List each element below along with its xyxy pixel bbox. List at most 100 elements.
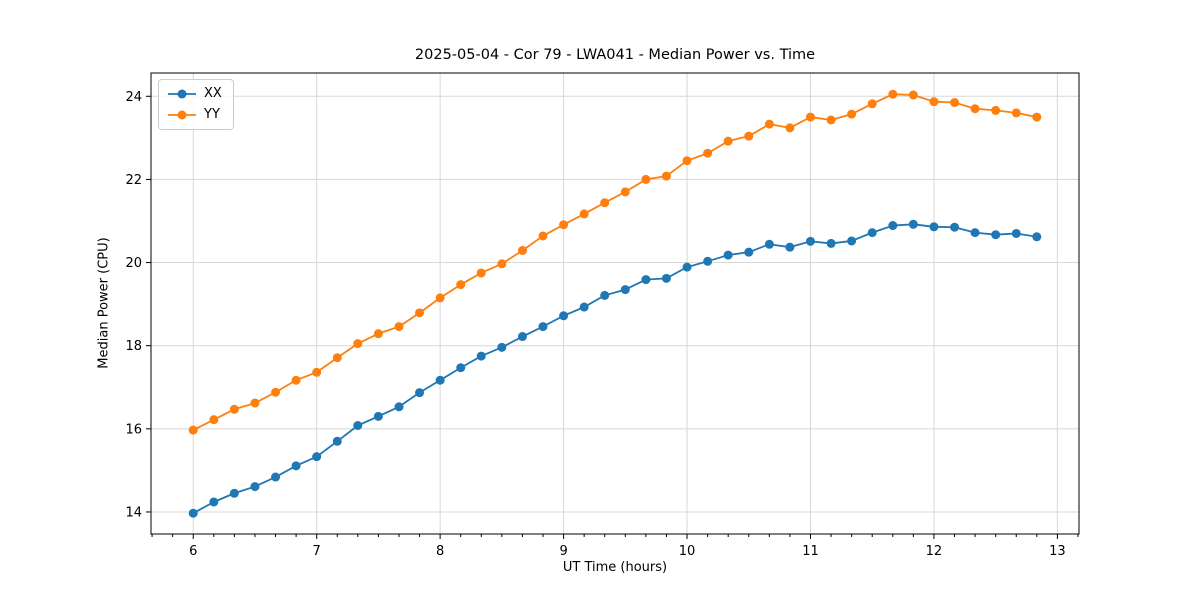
legend-item-yy: YY (167, 106, 222, 124)
data-point (229, 404, 239, 414)
legend: XX YY (158, 79, 234, 130)
data-point (805, 112, 815, 122)
data-point (517, 332, 527, 342)
data-point (312, 367, 322, 377)
data-point (723, 250, 733, 260)
data-point (908, 219, 918, 229)
data-point (620, 285, 630, 295)
data-point (476, 351, 486, 361)
data-point (435, 293, 445, 303)
y-tick-label: 18 (125, 339, 142, 354)
data-point (991, 230, 1001, 240)
data-point (271, 472, 281, 482)
data-point (353, 339, 363, 349)
data-point (435, 375, 445, 385)
data-point (744, 131, 754, 141)
data-point (250, 482, 260, 492)
data-point (785, 242, 795, 252)
data-point (209, 497, 219, 507)
data-point (723, 136, 733, 146)
data-point (538, 231, 548, 241)
data-point (785, 123, 795, 133)
data-point (394, 402, 404, 412)
data-point (764, 239, 774, 249)
legend-marker-yy (168, 110, 196, 120)
data-point (847, 236, 857, 246)
data-point (867, 99, 877, 109)
data-point (415, 308, 425, 318)
data-point (497, 259, 507, 269)
data-point (456, 280, 466, 290)
data-point (950, 222, 960, 232)
data-point (888, 221, 898, 231)
data-point (682, 262, 692, 272)
data-point (456, 363, 466, 373)
data-point (682, 156, 692, 166)
data-point (291, 461, 301, 471)
data-point (1032, 112, 1042, 122)
data-point (929, 222, 939, 232)
data-point (579, 302, 589, 312)
y-tick-label: 24 (125, 90, 142, 105)
data-point (703, 148, 713, 158)
data-point (908, 90, 918, 100)
x-tick-label: 10 (679, 544, 696, 559)
data-point (970, 104, 980, 114)
series-xx (188, 219, 1042, 518)
data-point (764, 119, 774, 129)
data-point (888, 89, 898, 99)
data-point (826, 115, 836, 125)
data-point (1011, 228, 1021, 238)
data-point (291, 375, 301, 385)
data-point (188, 508, 198, 518)
legend-label-yy: YY (204, 107, 220, 122)
data-point (600, 290, 610, 300)
data-point (497, 342, 507, 352)
y-tick-label: 14 (125, 505, 142, 520)
data-point (559, 220, 569, 230)
data-point (1032, 232, 1042, 242)
data-point (703, 256, 713, 266)
data-point (661, 171, 671, 181)
data-point (312, 452, 322, 462)
legend-item-xx: XX (167, 85, 222, 103)
data-point (1011, 108, 1021, 118)
data-point (229, 488, 239, 498)
x-tick-label: 12 (926, 544, 943, 559)
data-point (847, 109, 857, 119)
data-point (641, 174, 651, 184)
data-point (579, 209, 589, 219)
data-point (373, 411, 383, 421)
data-point (353, 421, 363, 431)
data-point (188, 425, 198, 435)
x-tick-label: 11 (802, 544, 819, 559)
data-point (950, 98, 960, 108)
legend-marker-xx (168, 89, 196, 99)
chart-title: 2025-05-04 - Cor 79 - LWA041 - Median Po… (414, 47, 816, 63)
data-point (620, 187, 630, 197)
data-point (826, 238, 836, 248)
x-tick-label: 8 (436, 544, 444, 559)
legend-label-xx: XX (204, 86, 222, 101)
axis-ticks: 6 7 8 9 10 11 12 13 14 16 18 20 22 24 (125, 90, 1079, 559)
data-point (805, 236, 815, 246)
data-point (641, 275, 651, 285)
data-point (209, 415, 219, 425)
data-point (661, 273, 671, 283)
x-axis-label: UT Time (hours) (562, 560, 668, 575)
x-tick-label: 6 (189, 544, 197, 559)
data-point (271, 387, 281, 397)
data-point (600, 198, 610, 208)
data-point (332, 436, 342, 446)
x-tick-label: 13 (1049, 544, 1066, 559)
data-point (929, 97, 939, 107)
y-tick-label: 22 (125, 173, 142, 188)
data-point (867, 228, 877, 238)
y-tick-label: 16 (125, 422, 142, 437)
data-point (991, 105, 1001, 115)
data-point (394, 322, 404, 332)
data-point (332, 353, 342, 363)
data-point (373, 329, 383, 339)
